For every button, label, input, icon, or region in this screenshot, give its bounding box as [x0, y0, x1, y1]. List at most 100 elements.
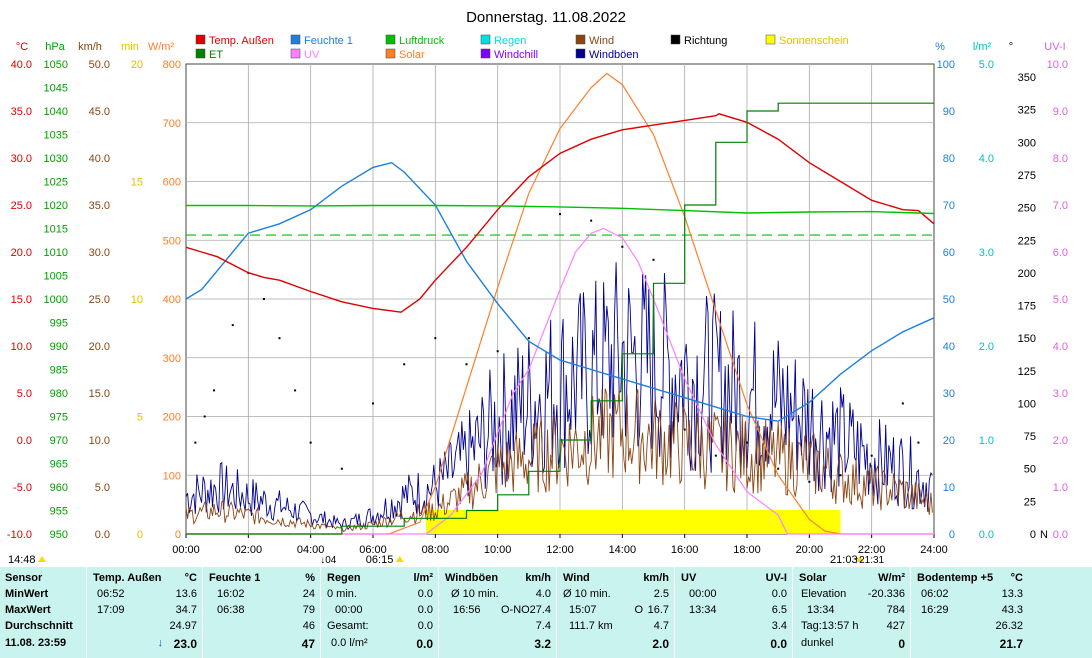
axis-tick-humidity: 70 [943, 200, 955, 212]
axis-tick-pressure: 1020 [44, 200, 68, 212]
axis-north-label: N [1040, 529, 1048, 541]
stats-solar-max: 784 [886, 604, 905, 616]
legend-label: Solar [399, 49, 425, 61]
axis-tick-solar: 500 [163, 235, 181, 247]
axis-unit-rain: l/m² [973, 41, 992, 53]
stats-rain-r1-value: 0.0 [417, 588, 433, 600]
axis-tick-rain: 1.0 [979, 435, 994, 447]
axis-unit-direction: ° [1009, 41, 1013, 53]
axis-tick-temp: 0.0 [17, 435, 32, 447]
direction-point [278, 337, 281, 340]
stats-sensor-header: Sensor [5, 572, 43, 584]
legend-swatch [290, 48, 301, 59]
axis-unit-minutes: min [121, 41, 139, 53]
legend-label: Windböen [589, 49, 639, 61]
axis-tick-pressure: 975 [50, 412, 68, 424]
axis-tick-direction: 75 [1024, 431, 1036, 443]
stats-temp-avg: 24.97 [169, 620, 197, 632]
stats-wind-column: Wind km/h Ø 10 min. 2.5 15:07 O 16.7 111.7 k… [556, 567, 675, 658]
statistics-panel: Sensor MinWert MaxWert Durchschnitt 11.0… [0, 567, 1092, 658]
legend-label: Regen [494, 35, 526, 47]
direction-point [403, 363, 406, 366]
stats-soil-min-time: 06:02 [921, 588, 949, 600]
axis-unit-humidity: % [935, 41, 945, 53]
axis-tick-uv: 0.0 [1053, 529, 1068, 541]
axis-tick-humidity: 20 [943, 435, 955, 447]
axis-tick-minutes: 20 [131, 59, 143, 71]
direction-point [839, 474, 842, 477]
stats-temp-min: 13.6 [175, 588, 197, 600]
stats-solar-header: Solar [799, 572, 827, 584]
direction-point [203, 415, 206, 418]
axis-tick-humidity: 40 [943, 341, 955, 353]
axis-tick-wind: 35.0 [89, 200, 110, 212]
axis-tick-pressure: 1030 [44, 153, 68, 165]
stats-wind-current: 2.0 [652, 637, 669, 651]
axis-tick-wind: 10.0 [89, 435, 110, 447]
stats-temp-unit: °C [184, 572, 197, 584]
stats-solar-unit: W/m² [878, 572, 905, 584]
axis-tick-direction: 250 [1018, 203, 1036, 215]
legend-label: Richtung [684, 35, 727, 47]
time-tick-label: 00:00 [172, 544, 200, 556]
axis-tick-uv: 2.0 [1053, 435, 1068, 447]
stats-rain-header: Regen [327, 572, 361, 584]
time-tick-label: 04:00 [297, 544, 325, 556]
legend-label: UV [304, 49, 320, 61]
direction-point [527, 337, 530, 340]
stats-rain-r4-label: 0.0 l/m² [331, 637, 368, 649]
legend-swatch [385, 48, 396, 59]
direction-point [714, 454, 717, 457]
axis-tick-direction: 150 [1018, 333, 1036, 345]
axis-tick-wind: 45.0 [89, 106, 110, 118]
direction-point [621, 245, 624, 248]
axis-tick-direction: 175 [1018, 301, 1036, 313]
time-tick-label: 08:00 [422, 544, 450, 556]
sunset-icon [856, 556, 865, 562]
stats-gusts-header: Windböen [445, 572, 499, 584]
stats-wind-distance: 111.7 km [569, 620, 613, 632]
time-tick-label: 12:00 [546, 544, 574, 556]
stats-row-max: MaxWert [5, 604, 51, 616]
axis-tick-wind: 25.0 [89, 294, 110, 306]
stats-wind-max: 16.7 [647, 604, 669, 616]
stats-uv-unit: UV-I [765, 572, 787, 584]
stats-solar-daylength: Tag:13:57 h [801, 620, 859, 632]
stats-uv-header: UV [681, 572, 697, 584]
stats-soil-header: Bodentemp +5 [917, 572, 994, 584]
stats-solar-elevation-label: Elevation [801, 588, 847, 600]
direction-point [683, 428, 686, 431]
axis-tick-direction: 25 [1024, 496, 1036, 508]
time-tick-label: 14:00 [609, 544, 637, 556]
axis-tick-pressure: 1015 [44, 224, 68, 236]
axis-tick-pressure: 985 [50, 365, 68, 377]
direction-point [870, 454, 873, 457]
stats-rain-r3-value: 0.0 [417, 620, 433, 632]
axis-tick-pressure: 995 [50, 318, 68, 330]
legend-swatch [670, 34, 681, 45]
axis-tick-pressure: 1045 [44, 83, 68, 95]
stats-solar-max-time: 13:34 [807, 604, 835, 616]
axis-tick-humidity: 80 [943, 153, 955, 165]
axis-tick-humidity: 0 [949, 529, 955, 541]
stats-rain-r2-label: 00:00 [335, 604, 363, 616]
sunrise-label: 06:15 [366, 554, 394, 566]
stats-humidity-column: Feuchte 1% 16:02 24 06:38 79 46 47 [202, 567, 321, 658]
axis-tick-uv: 9.0 [1053, 106, 1068, 118]
axis-tick-pressure: 1035 [44, 130, 68, 142]
axis-tick-humidity: 90 [943, 106, 955, 118]
axis-tick-wind: 30.0 [89, 247, 110, 259]
stats-soil-current: 21.7 [999, 637, 1023, 651]
axis-unit-pressure: hPa [45, 41, 65, 53]
axis-tick-rain: 5.0 [979, 59, 994, 71]
direction-point [309, 441, 312, 444]
legend-label: Temp. Außen [209, 35, 274, 47]
time-tick-label: 24:00 [920, 544, 948, 556]
stats-humidity-header: Feuchte 1 [209, 572, 261, 584]
stats-gusts-max-direction: O-NO [501, 604, 530, 616]
axis-tick-solar: 700 [163, 118, 181, 130]
legend-label: Sonnenschein [779, 35, 849, 47]
sunshine-band [425, 510, 841, 534]
legend-label: Feuchte 1 [304, 35, 353, 47]
stats-uv-current: 0.0 [770, 637, 787, 651]
